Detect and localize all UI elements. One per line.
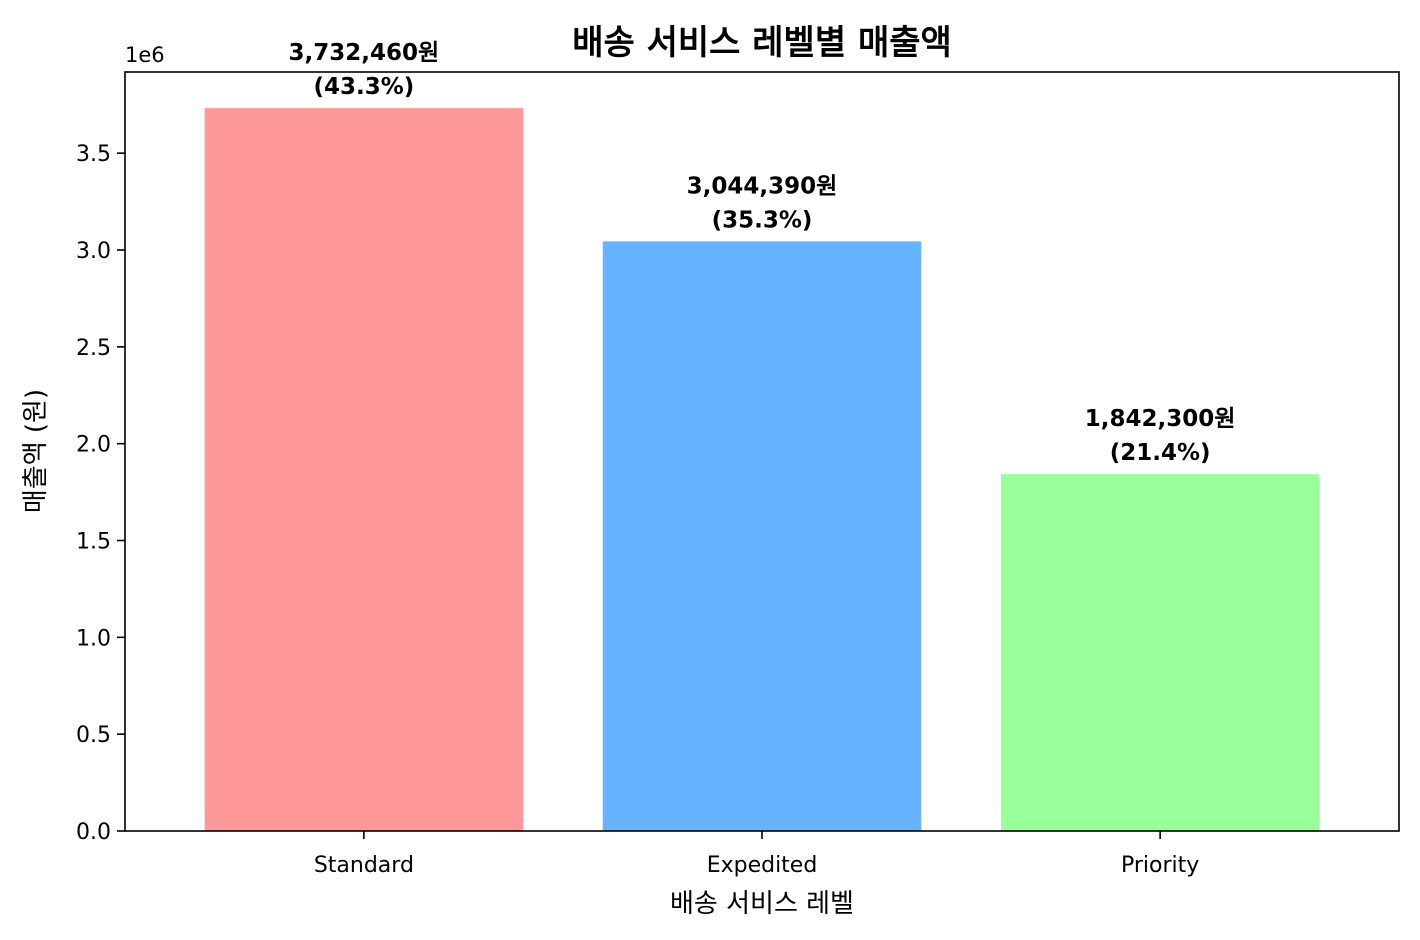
y-tick-label-0: 0.0 (76, 820, 111, 845)
y-tick-label-2: 1.0 (76, 626, 111, 651)
y-tick-label-3: 1.5 (76, 530, 111, 555)
data-label-value-priority: 1,842,300원 (1085, 406, 1236, 432)
bar-expedited (602, 241, 922, 831)
bar-standard (204, 108, 524, 831)
y-axis-offset-label: 1e6 (125, 43, 165, 67)
x-tick-label-priority: Priority (1121, 853, 1199, 878)
data-label-percent-priority: (21.4%) (1110, 440, 1211, 466)
y-tick-label-7: 3.5 (76, 142, 111, 167)
y-tick-label-5: 2.5 (76, 336, 111, 361)
x-tick-label-standard: Standard (314, 853, 414, 878)
chart-title: 배송 서비스 레벨별 매출액 (572, 23, 952, 63)
bar-priority (1000, 474, 1320, 831)
x-tick-label-expedited: Expedited (707, 853, 818, 878)
y-axis-label: 매출액 (원) (21, 389, 51, 513)
y-tick-label-4: 2.0 (76, 433, 111, 458)
data-label-value-expedited: 3,044,390원 (687, 173, 838, 199)
data-label-percent-expedited: (35.3%) (712, 207, 813, 233)
plot-frame (124, 71, 1400, 832)
y-axis: 0.0 0.5 1.0 1.5 2.0 2.5 3.0 3.5 (76, 142, 125, 845)
data-labels-layer: 3,732,460원 (43.3%) 3,044,390원 (35.3%) 1,842,… (289, 40, 1236, 466)
y-tick-label-6: 3.0 (76, 239, 111, 264)
bars-layer (204, 108, 1320, 831)
x-axis: Standard Expedited Priority (314, 831, 1199, 878)
data-label-percent-standard: (43.3%) (313, 74, 414, 100)
y-tick-label-1: 0.5 (76, 723, 111, 748)
x-axis-label: 배송 서비스 레벨 (670, 889, 854, 919)
data-label-value-standard: 3,732,460원 (289, 40, 440, 66)
